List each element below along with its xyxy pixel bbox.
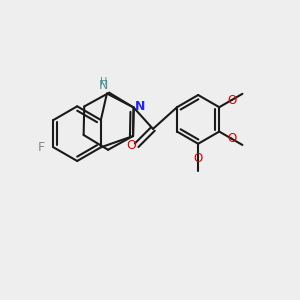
- Text: O: O: [227, 132, 236, 145]
- Text: O: O: [194, 152, 203, 164]
- Text: F: F: [38, 141, 45, 154]
- Text: O: O: [126, 139, 136, 152]
- Text: N: N: [99, 79, 108, 92]
- Text: N: N: [135, 100, 146, 113]
- Text: H: H: [100, 77, 107, 87]
- Text: O: O: [227, 94, 236, 106]
